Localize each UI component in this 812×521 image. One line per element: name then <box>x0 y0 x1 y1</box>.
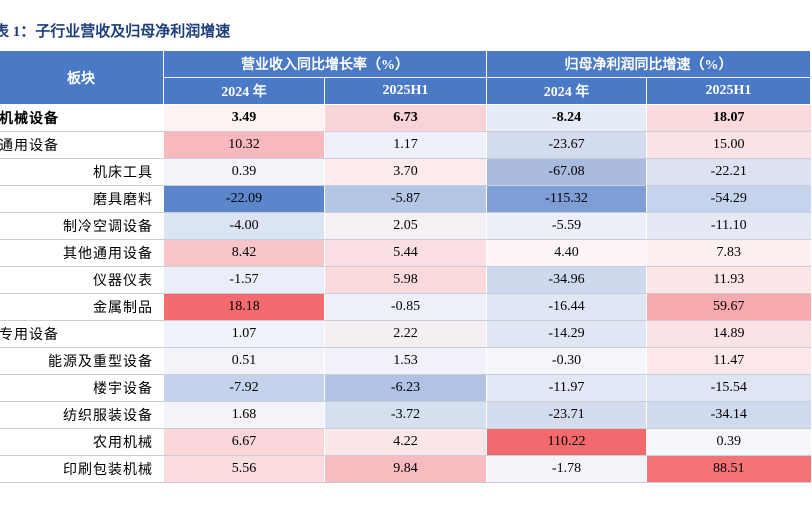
value-cell: 15.00 <box>646 131 811 159</box>
table-row: 楼宇设备 -7.92 -6.23 -11.97 -15.54 <box>0 374 811 402</box>
row-label: 金属制品 <box>0 293 164 321</box>
value-cell: -1.78 <box>486 455 647 483</box>
row-label: 能源及重型设备 <box>0 347 164 375</box>
value-cell: -0.85 <box>324 293 487 321</box>
value-cell: -5.87 <box>324 185 487 213</box>
value-cell: -4.00 <box>163 212 325 240</box>
value-cell: -8.24 <box>486 104 647 132</box>
value-cell: -11.10 <box>646 212 811 240</box>
value-cell: 18.18 <box>163 293 325 321</box>
value-cell: 0.39 <box>646 428 811 456</box>
value-cell: -67.08 <box>486 158 647 186</box>
value-cell: 11.47 <box>646 347 811 375</box>
value-cell: 6.73 <box>324 104 487 132</box>
period-header: 2025H1 <box>646 77 811 105</box>
value-cell: 0.51 <box>163 347 325 375</box>
value-cell: 3.70 <box>324 158 487 186</box>
row-label: 专用设备 <box>0 320 164 348</box>
table-row: 纺织服装设备 1.68 -3.72 -23.71 -34.14 <box>0 401 811 429</box>
table-row: 金属制品 18.18 -0.85 -16.44 59.67 <box>0 293 811 321</box>
value-cell: 1.68 <box>163 401 325 429</box>
row-label: 农用机械 <box>0 428 164 456</box>
value-cell: -34.96 <box>486 266 647 294</box>
table-row: 其他通用设备 8.42 5.44 4.40 7.83 <box>0 239 811 267</box>
row-label: 仪器仪表 <box>0 266 164 294</box>
value-cell: -14.29 <box>486 320 647 348</box>
table-row: 仪器仪表 -1.57 5.98 -34.96 11.93 <box>0 266 811 294</box>
value-cell: -22.09 <box>163 185 325 213</box>
value-cell: 18.07 <box>646 104 811 132</box>
value-cell: -34.14 <box>646 401 811 429</box>
table-title: 表 1：子行业营收及归母净利润增速 <box>0 24 231 40</box>
data-table: 板块 营业收入同比增长率（%） 归母净利润同比增速（%） 2024 年 2025H1 20… <box>0 50 811 483</box>
value-cell: -22.21 <box>646 158 811 186</box>
table-row: 机床工具 0.39 3.70 -67.08 -22.21 <box>0 158 811 186</box>
table-row: 机械设备 3.49 6.73 -8.24 18.07 <box>0 104 811 132</box>
row-label: 机械设备 <box>0 104 164 132</box>
value-cell: -5.59 <box>486 212 647 240</box>
value-cell: 2.05 <box>324 212 487 240</box>
value-cell: 0.39 <box>163 158 325 186</box>
value-cell: 10.32 <box>163 131 325 159</box>
group-header: 营业收入同比增长率（%） <box>163 50 487 78</box>
corner-header: 板块 <box>0 50 164 105</box>
value-cell: -11.97 <box>486 374 647 402</box>
table-row: 农用机械 6.67 4.22 110.22 0.39 <box>0 428 811 456</box>
row-label: 其他通用设备 <box>0 239 164 267</box>
table-row: 专用设备 1.07 2.22 -14.29 14.89 <box>0 320 811 348</box>
value-cell: 59.67 <box>646 293 811 321</box>
table-row: 印刷包装机械 5.56 9.84 -1.78 88.51 <box>0 455 811 483</box>
value-cell: 88.51 <box>646 455 811 483</box>
value-cell: -115.32 <box>486 185 647 213</box>
value-cell: 11.93 <box>646 266 811 294</box>
value-cell: 2.22 <box>324 320 487 348</box>
value-cell: 4.40 <box>486 239 647 267</box>
value-cell: 5.98 <box>324 266 487 294</box>
row-label: 机床工具 <box>0 158 164 186</box>
value-cell: -54.29 <box>646 185 811 213</box>
value-cell: -23.67 <box>486 131 647 159</box>
value-cell: -7.92 <box>163 374 325 402</box>
value-cell: 7.83 <box>646 239 811 267</box>
value-cell: -23.71 <box>486 401 647 429</box>
table-row: 制冷空调设备 -4.00 2.05 -5.59 -11.10 <box>0 212 811 240</box>
value-cell: 6.67 <box>163 428 325 456</box>
value-cell: 4.22 <box>324 428 487 456</box>
value-cell: 9.84 <box>324 455 487 483</box>
value-cell: 8.42 <box>163 239 325 267</box>
row-label: 制冷空调设备 <box>0 212 164 240</box>
group-header: 归母净利润同比增速（%） <box>486 50 811 78</box>
value-cell: 1.17 <box>324 131 487 159</box>
value-cell: 5.56 <box>163 455 325 483</box>
value-cell: 5.44 <box>324 239 487 267</box>
value-cell: -3.72 <box>324 401 487 429</box>
value-cell: -0.30 <box>486 347 647 375</box>
table-row: 通用设备 10.32 1.17 -23.67 15.00 <box>0 131 811 159</box>
header-row: 板块 营业收入同比增长率（%） 归母净利润同比增速（%） <box>0 50 811 105</box>
value-cell: -6.23 <box>324 374 487 402</box>
row-label: 楼宇设备 <box>0 374 164 402</box>
value-cell: 110.22 <box>486 428 647 456</box>
period-header: 2024 年 <box>486 77 647 105</box>
period-header: 2025H1 <box>324 77 487 105</box>
value-cell: 1.07 <box>163 320 325 348</box>
table-row: 磨具磨料 -22.09 -5.87 -115.32 -54.29 <box>0 185 811 213</box>
value-cell: 14.89 <box>646 320 811 348</box>
row-label: 纺织服装设备 <box>0 401 164 429</box>
row-label: 印刷包装机械 <box>0 455 164 483</box>
row-label: 通用设备 <box>0 131 164 159</box>
period-header: 2024 年 <box>163 77 325 105</box>
header-row: 2024 年 2025H1 2024 年 2025H1 <box>0 77 811 105</box>
value-cell: 3.49 <box>163 104 325 132</box>
value-cell: -16.44 <box>486 293 647 321</box>
value-cell: 1.53 <box>324 347 487 375</box>
table-row: 能源及重型设备 0.51 1.53 -0.30 11.47 <box>0 347 811 375</box>
value-cell: -1.57 <box>163 266 325 294</box>
row-label: 磨具磨料 <box>0 185 164 213</box>
value-cell: -15.54 <box>646 374 811 402</box>
